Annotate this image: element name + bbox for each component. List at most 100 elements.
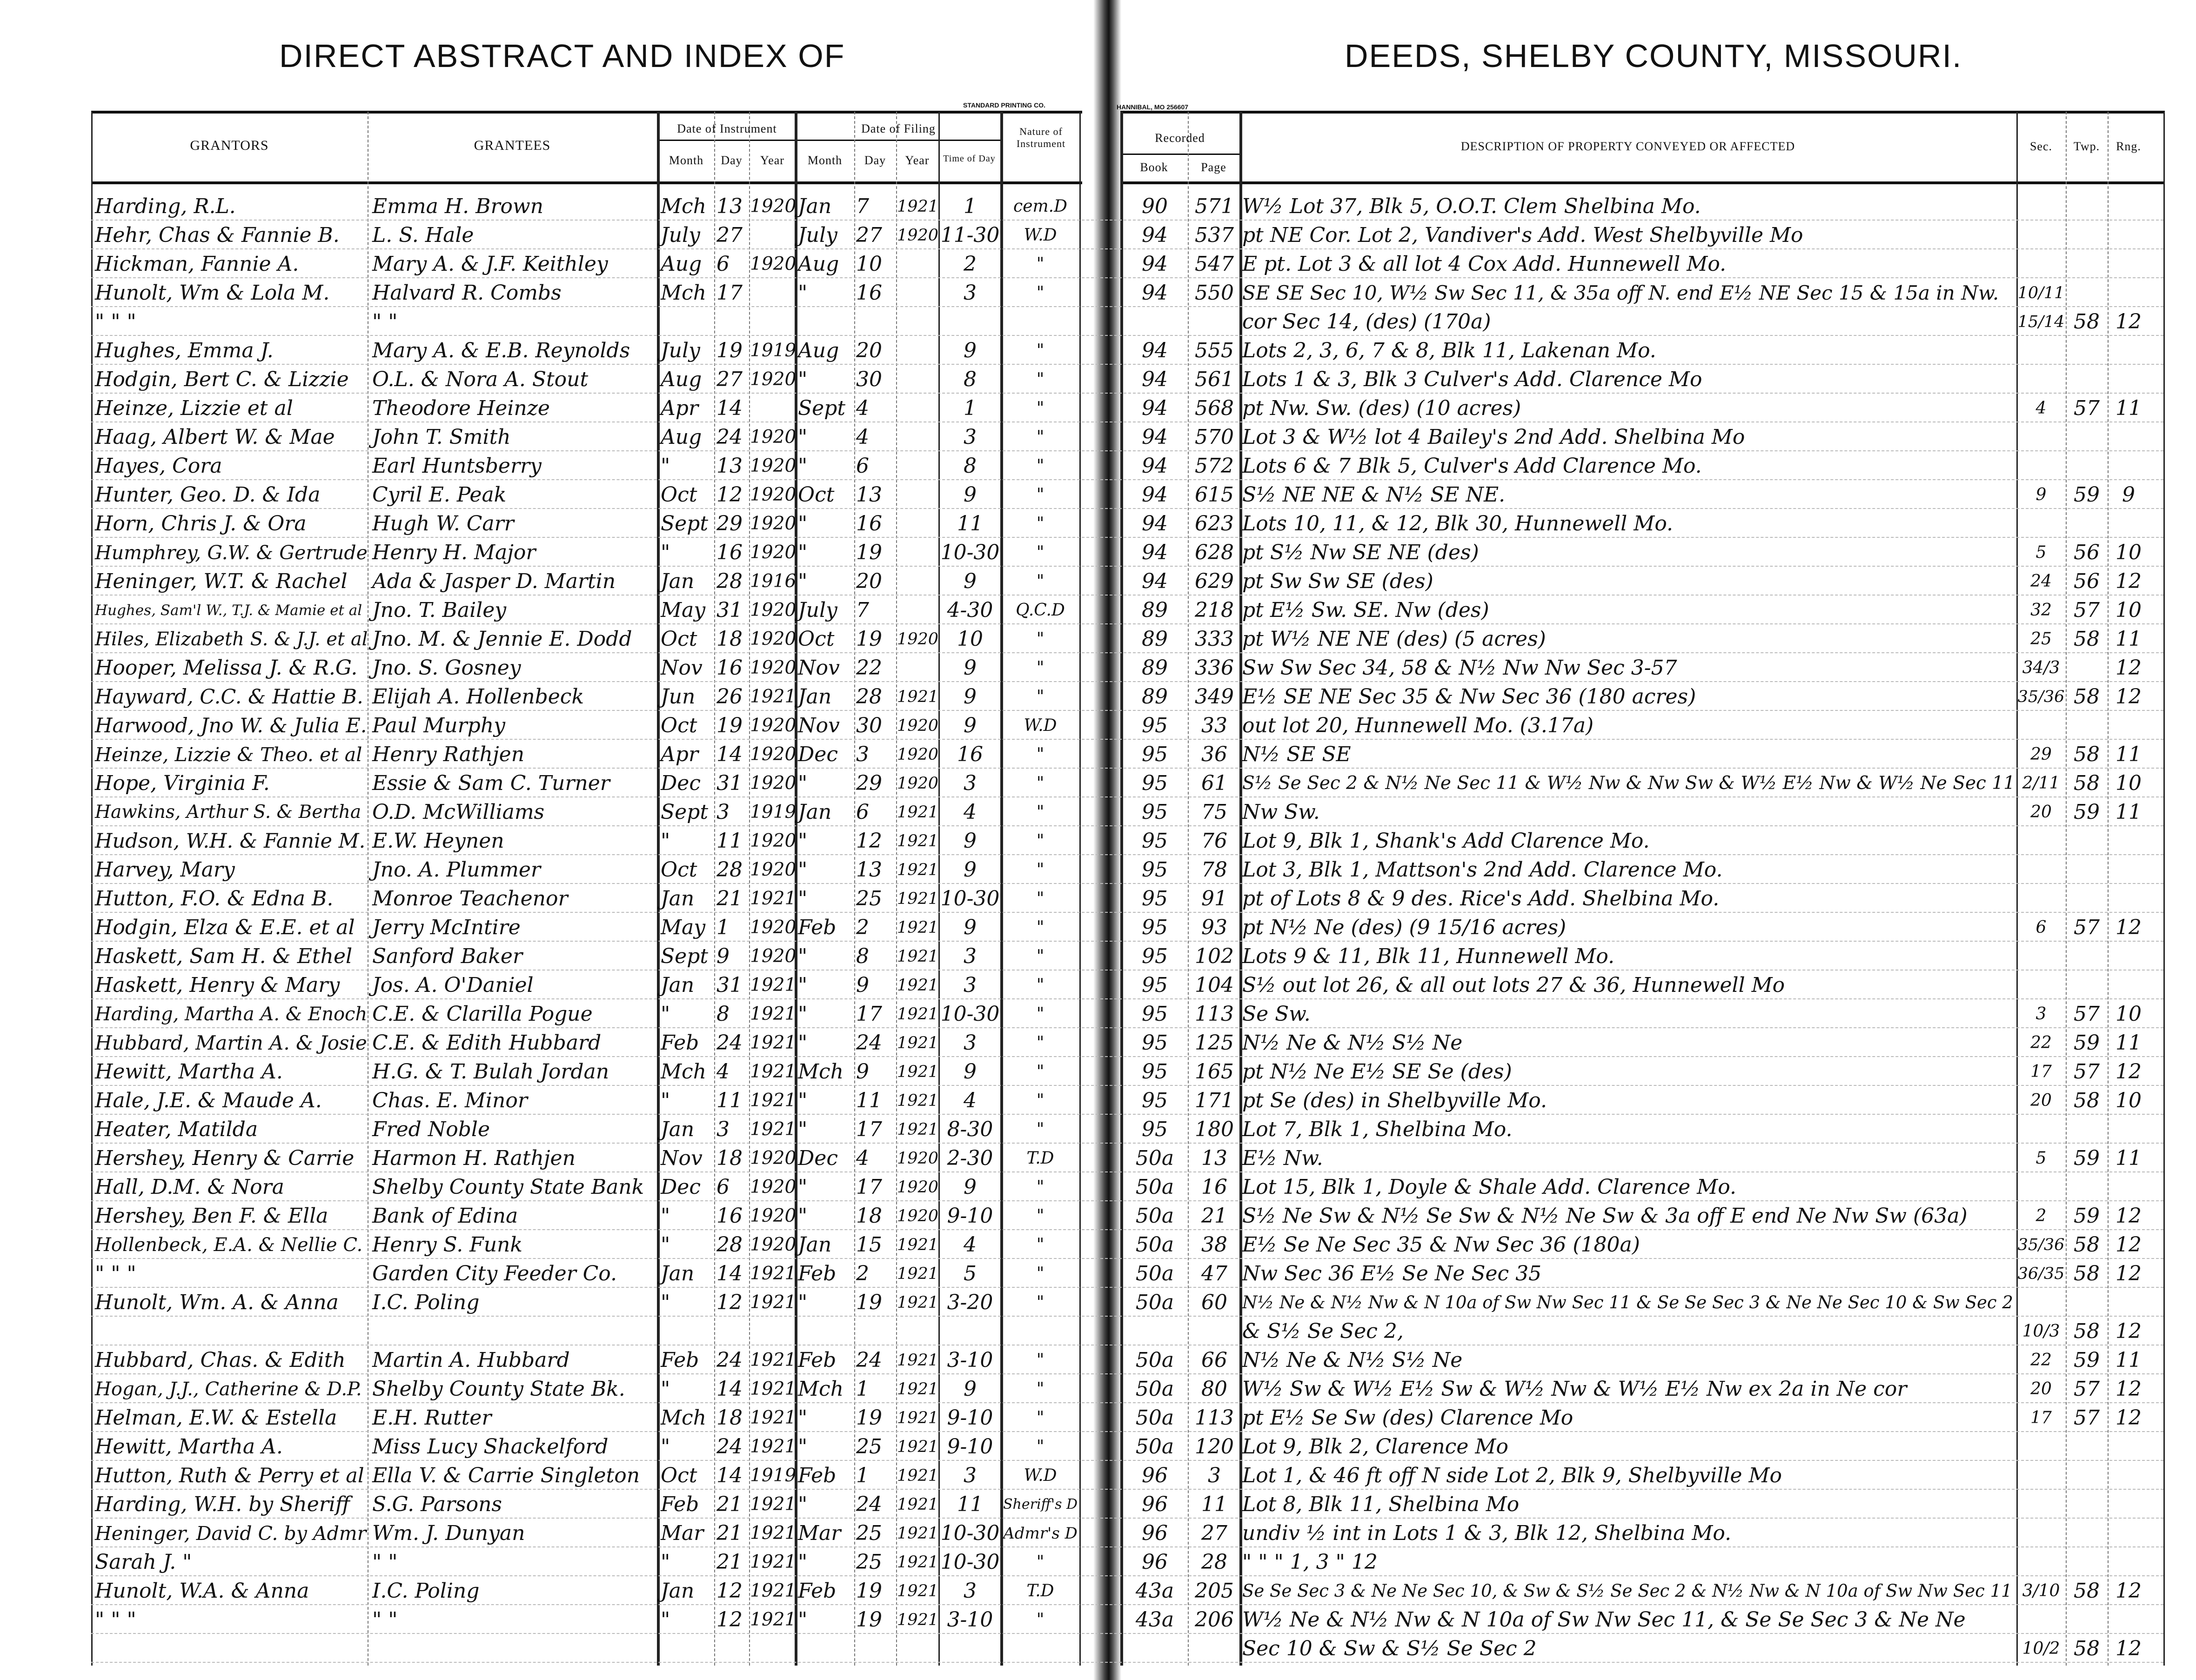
filing-month-cell: ": [798, 1493, 808, 1516]
inst-month-cell: ": [661, 1550, 670, 1574]
sec-cell: 22: [2030, 1033, 2052, 1052]
book-cell: 50a: [1135, 1406, 1174, 1430]
description-cell: undiv ½ int in Lots 1 & 3, Blk 12, Shelb…: [1242, 1521, 1732, 1545]
inst-year-cell: [750, 395, 796, 422]
filing-day-cell: 4: [856, 425, 869, 449]
nature-cell: ": [1036, 1178, 1044, 1197]
inst-year-cell: 1921: [750, 1523, 797, 1544]
filing-day-cell: 30: [856, 368, 882, 391]
grantor-cell: Hayward, C.C. & Hattie B.: [95, 685, 363, 709]
filing-day-cell: 25: [856, 1435, 882, 1459]
time-of-day-cell: [940, 309, 1000, 335]
description-cell: pt E½ Sw. SE. Nw (des): [1242, 598, 1489, 622]
filing-day-cell: 15: [856, 1233, 882, 1257]
page-cell: 33: [1201, 714, 1227, 737]
nature-cell: [1003, 309, 1078, 335]
twp-cell: 59: [2074, 800, 2100, 824]
ledger-row: Humphrey, G.W. & Gertrude Henry H. Major "…: [91, 537, 2163, 567]
inst-year-cell: 1921: [750, 1494, 797, 1515]
filing-year-cell: [897, 540, 938, 566]
filing-day-cell: 19: [856, 1406, 882, 1430]
twp-cell: [2067, 511, 2107, 537]
grantee-cell: Emma H. Brown: [372, 194, 543, 218]
filing-month-cell: Feb: [798, 1348, 837, 1372]
inst-day-cell: 14: [716, 1377, 743, 1401]
book-cell: 50a: [1135, 1348, 1174, 1372]
filing-day-cell: [856, 309, 896, 335]
filing-day-cell: 24: [856, 1348, 882, 1372]
inst-year-cell: 1921: [750, 888, 797, 909]
nature-cell: ": [1036, 1437, 1044, 1456]
book-cell: 95: [1142, 771, 1168, 795]
filing-month-cell: Mar: [798, 1521, 841, 1545]
filing-year-cell: 1921: [897, 1351, 939, 1370]
inst-day-cell: 18: [716, 1146, 743, 1170]
grantee-cell: Sanford Baker: [372, 944, 522, 968]
book-cell: [1122, 1636, 1187, 1662]
ledger-row: Haskett, Henry & Mary Jos. A. O'Daniel Jan…: [91, 970, 2163, 999]
description-cell: " " " 1, 3 " 12: [1242, 1550, 1378, 1574]
filing-year-cell: 1921: [897, 890, 939, 908]
inst-month-cell: Nov: [661, 1146, 703, 1170]
grantor-cell: Haag, Albert W. & Mae: [95, 425, 335, 449]
header-sec: Sec.: [2029, 140, 2053, 153]
inst-day-cell: 11: [716, 1089, 743, 1112]
filing-month-cell: Jan: [798, 800, 832, 824]
twp-cell: [2067, 655, 2107, 681]
grantee-cell: Jerry McIntire: [372, 916, 521, 939]
twp-cell: 56: [2074, 541, 2100, 564]
twp-cell: [2067, 194, 2107, 220]
inst-year-cell: 1920: [750, 1234, 797, 1255]
description-cell: Nw Sw.: [1242, 800, 1320, 824]
grantor-cell: Hershey, Ben F. & Ella: [95, 1204, 328, 1228]
inst-day-cell: 16: [716, 541, 743, 564]
time-of-day-cell: 9: [964, 1060, 977, 1084]
ledger-row: Hooper, Melissa J. & R.G. Jno. S. Gosney N…: [91, 652, 2163, 682]
nature-cell: T.D: [1026, 1149, 1054, 1168]
description-cell: Lot 1, & 46 ft off N side Lot 2, Blk 9, …: [1242, 1464, 1782, 1487]
printer-mark-right: HANNIBAL, MO 256607: [1117, 103, 1189, 111]
ledger-row: Hogan, J.J., Catherine & D.P. Shelby Coun…: [91, 1373, 2163, 1403]
ledger-row: Harwood, Jno W. & Julia E. Paul Murphy Oct…: [91, 710, 2163, 740]
filing-day-cell: 13: [856, 858, 882, 882]
time-of-day-cell: 5: [964, 1262, 977, 1285]
grantor-cell: Helman, E.W. & Estella: [95, 1406, 337, 1430]
time-of-day-cell: 10-30: [940, 1550, 1000, 1574]
time-of-day-cell: 2-30: [947, 1146, 993, 1170]
filing-year-cell: [897, 395, 938, 422]
nature-cell: ": [1036, 1379, 1044, 1399]
sec-cell: 25: [2030, 629, 2052, 649]
page-cell: [1189, 1319, 1239, 1345]
description-cell: N½ Ne & N½ S½ Ne: [1242, 1348, 1463, 1372]
filing-year-cell: 1921: [897, 1466, 939, 1485]
twp-cell: [2067, 424, 2107, 450]
sec-cell: [2017, 424, 2065, 450]
nature-cell: W.D: [1024, 226, 1057, 245]
twp-cell: 58: [2074, 1233, 2100, 1257]
ledger-row: Hershey, Henry & Carrie Harmon H. Rathjen…: [91, 1143, 2163, 1172]
inst-year-cell: 1921: [750, 1119, 797, 1140]
description-cell: E½ SE NE Sec 35 & Nw Sec 36 (180 acres): [1242, 685, 1696, 709]
inst-day-cell: 31: [716, 771, 743, 795]
ledger-row: Hiles, Elizabeth S. & J.J. et al Jno. M. …: [91, 623, 2163, 653]
description-cell: W½ Ne & N½ Nw & N 10a of Sw Nw Sec 11, &…: [1242, 1608, 1966, 1632]
inst-month-cell: Jan: [661, 1118, 695, 1141]
inst-day-cell: 1: [716, 916, 730, 939]
twp-cell: [2067, 713, 2107, 739]
inst-month-cell: Feb: [661, 1348, 699, 1372]
grantor-cell: Hawkins, Arthur S. & Bertha: [95, 802, 362, 823]
grantor-cell: Hooper, Melissa J. & R.G.: [95, 656, 358, 680]
time-of-day-cell: 3: [964, 973, 977, 997]
twp-cell: [2067, 857, 2107, 883]
grantee-cell: O.L. & Nora A. Stout: [372, 368, 589, 391]
filing-day-cell: 19: [856, 1579, 882, 1603]
filing-day-cell: 24: [856, 1031, 882, 1055]
grantor-cell: Haskett, Sam H. & Ethel: [95, 944, 353, 968]
page-cell: 75: [1201, 800, 1227, 824]
filing-month-cell: Jan: [798, 685, 832, 709]
inst-year-cell: 1920: [750, 513, 797, 534]
rng-cell: 10: [2116, 771, 2142, 795]
time-of-day-cell: 10-30: [940, 1521, 1000, 1545]
inst-month-cell: Mch: [661, 194, 707, 218]
book-cell: 90: [1142, 194, 1168, 218]
